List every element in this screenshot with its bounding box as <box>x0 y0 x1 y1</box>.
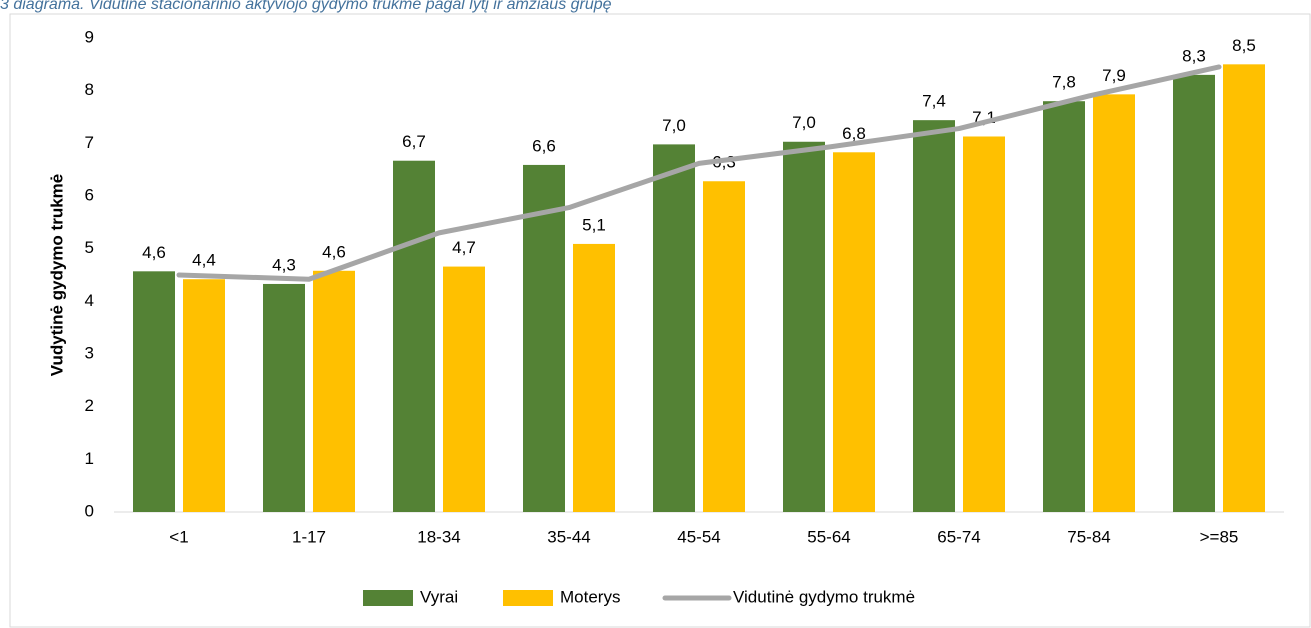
data-label: 8,5 <box>1232 36 1256 55</box>
data-label: 6,6 <box>532 136 556 155</box>
y-tick-label: 4 <box>85 291 94 310</box>
data-label: 4,4 <box>192 251 216 270</box>
data-label: 4,6 <box>322 242 346 261</box>
y-tick-label: 7 <box>85 133 94 152</box>
bar <box>963 136 1005 512</box>
x-tick-label: <1 <box>169 527 188 546</box>
x-tick-label: 65-74 <box>937 527 980 546</box>
y-tick-label: 2 <box>85 396 94 415</box>
data-label: 7,0 <box>662 116 686 135</box>
y-axis-title: Vudytinė gydymo trukmė <box>47 174 66 376</box>
y-tick-label: 8 <box>85 80 94 99</box>
x-tick-label: >=85 <box>1200 527 1239 546</box>
chart-title: 3 diagrama. Vidutinė stacionarinio aktyv… <box>0 0 612 13</box>
data-label: 4,6 <box>142 243 166 262</box>
bar <box>783 141 825 512</box>
bar <box>703 181 745 512</box>
x-tick-label: 55-64 <box>807 527 850 546</box>
x-tick-label: 35-44 <box>547 527 590 546</box>
line <box>176 64 1222 282</box>
bar <box>263 283 305 512</box>
data-label: 7,8 <box>1052 73 1076 92</box>
legend-swatch <box>363 590 413 606</box>
legend-label: Vidutinė gydymo trukmė <box>733 587 915 606</box>
legend-swatch <box>503 590 553 606</box>
data-label: 4,7 <box>452 238 476 257</box>
data-label: 7,9 <box>1102 66 1126 85</box>
bar <box>833 152 875 512</box>
bar <box>523 164 565 512</box>
data-label: 5,1 <box>582 215 606 234</box>
y-tick-label: 5 <box>85 238 94 257</box>
y-tick-label: 1 <box>85 449 94 468</box>
y-tick-label: 3 <box>85 343 94 362</box>
data-label: 8,3 <box>1182 46 1206 65</box>
bar <box>133 271 175 512</box>
data-label: 7,4 <box>922 92 946 111</box>
bar <box>1043 101 1085 512</box>
bar <box>443 266 485 512</box>
bar <box>183 279 225 512</box>
x-tick-label: 45-54 <box>677 527 720 546</box>
bar <box>573 243 615 512</box>
bar <box>1223 64 1265 512</box>
x-tick-label: 1-17 <box>292 527 326 546</box>
bar <box>393 160 435 513</box>
data-label: 6,8 <box>842 124 866 143</box>
data-label: 4,3 <box>272 255 296 274</box>
bar <box>1093 94 1135 512</box>
legend-label: Vyrai <box>420 587 458 606</box>
y-tick-label: 9 <box>85 27 94 46</box>
data-label: 6,7 <box>402 132 426 151</box>
y-tick-label: 6 <box>85 185 94 204</box>
bar <box>1173 74 1215 512</box>
bar <box>313 270 355 512</box>
x-tick-label: 18-34 <box>417 527 460 546</box>
x-tick-label: 75-84 <box>1067 527 1110 546</box>
y-tick-label: 0 <box>85 501 94 520</box>
bar <box>913 120 955 512</box>
bar <box>653 144 695 513</box>
legend-label: Moterys <box>560 587 620 606</box>
data-label: 7,0 <box>792 113 816 132</box>
